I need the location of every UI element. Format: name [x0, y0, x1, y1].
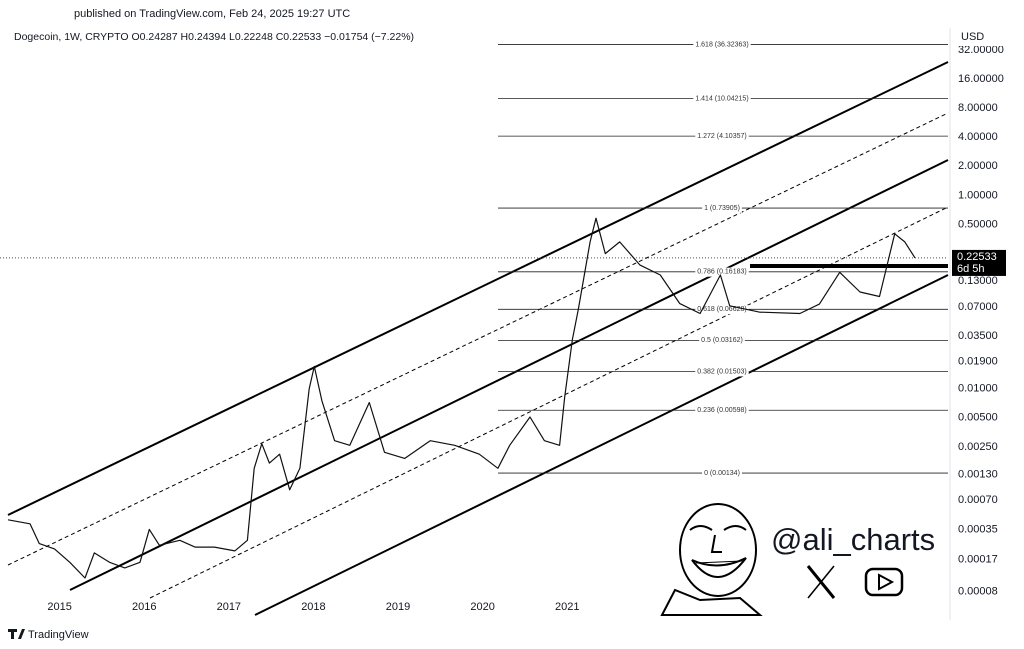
published-note: published on TradingView.com, Feb 24, 20…: [74, 8, 350, 20]
brand-name: TradingView: [28, 629, 89, 641]
channel-dashed-upper: [7, 112, 949, 566]
y-tick-label: 0.00500: [958, 412, 998, 424]
y-tick-label: 0.00017: [958, 554, 998, 566]
x-tick-label: 2015: [47, 601, 71, 613]
y-tick-label: 32.00000: [958, 44, 1004, 56]
fib-label-bg: [693, 40, 751, 50]
fib-label-bg: [695, 131, 749, 141]
symbol-legend: Dogecoin, 1W, CRYPTO O0.24287 H0.24394 L…: [14, 31, 414, 43]
y-tick-label: 0.50000: [958, 218, 998, 230]
y-tick-label: 0.01900: [958, 356, 998, 368]
currency-label: USD: [961, 31, 984, 43]
last-price-box: [952, 249, 1006, 276]
y-tick-label: 1.00000: [958, 189, 998, 201]
footer: TradingView: [8, 629, 89, 641]
y-tick-label: 0.03500: [958, 330, 998, 342]
currency-bg: [952, 27, 1022, 46]
x-stroke: [807, 565, 835, 599]
y-tick-label: 2.00000: [958, 160, 998, 172]
fib-label: 0.382 (0.01503): [697, 368, 746, 375]
countdown-label: 6d 5h: [957, 263, 985, 275]
y-tick-label: 0.00070: [958, 494, 998, 506]
face-teeth: [695, 560, 743, 564]
channel-upper: [7, 61, 949, 516]
face-icon: [660, 503, 763, 616]
y-tick-label: 0.00035: [958, 523, 998, 535]
fib-label-bg: [695, 406, 749, 416]
y-tick-label: 0.07000: [958, 301, 998, 313]
fib-label: 0 (0.00134): [704, 470, 740, 477]
youtube-icon: [864, 567, 904, 597]
fib-label: 1.414 (10.04215): [695, 95, 748, 102]
channel-middle: [69, 159, 949, 591]
fib-label-bg: [695, 305, 749, 315]
face-nose: [710, 534, 722, 553]
x-tick-label: 2018: [301, 601, 325, 613]
face-grin: [691, 557, 747, 578]
fib-label: 0.236 (0.00598): [697, 407, 746, 414]
channel-lower: [254, 274, 949, 616]
y-tick-label: 0.00130: [958, 468, 998, 480]
last-price-label: 0.22533: [957, 251, 997, 263]
watermark: @ali_charts: [660, 503, 935, 616]
channel-dashed-lower: [149, 206, 949, 599]
x-tick-label: 2021: [555, 601, 579, 613]
youtube-frame: [864, 567, 904, 597]
fib-label: 1.272 (4.10357): [697, 133, 746, 140]
y-tick-label: 0.01000: [958, 383, 998, 395]
y-tick-label: 16.00000: [958, 73, 1004, 85]
y-tick-label: 4.00000: [958, 131, 998, 143]
x-tick-label: 2017: [217, 601, 241, 613]
fib-label-bg: [702, 203, 742, 213]
fib-label-bg: [693, 94, 751, 104]
x-icon: [806, 565, 836, 599]
fib-label-bg: [699, 336, 745, 346]
face-shoulders: [660, 588, 763, 616]
fib-label: 1.618 (36.32363): [695, 41, 748, 48]
fib-label: 1 (0.73905): [704, 205, 740, 212]
face-head: [679, 503, 757, 597]
price-line: [7, 217, 916, 579]
x-tick-label: 2016: [132, 601, 156, 613]
y-tick-label: 0.00250: [958, 441, 998, 453]
fib-label: 0.786 (0.16183): [697, 269, 746, 276]
channels: [7, 61, 949, 616]
brand-logo: [8, 629, 25, 639]
fib-label: 0.5 (0.03162): [701, 337, 743, 344]
x-tick-label: 2019: [386, 601, 410, 613]
x-tick-label: 2020: [470, 601, 494, 613]
face-eyes: [689, 525, 747, 531]
fib-label-bg: [702, 468, 742, 478]
youtube-play: [878, 573, 895, 591]
fib-label-bg: [695, 267, 749, 277]
y-tick-label: 8.00000: [958, 102, 998, 114]
fib-label: 0.618 (0.06628): [697, 306, 746, 313]
y-tick-label: 0.00008: [958, 585, 998, 597]
fib-label-bg: [695, 367, 749, 377]
y-tick-label: 0.13000: [958, 275, 998, 287]
watermark-handle: @ali_charts: [771, 522, 935, 557]
